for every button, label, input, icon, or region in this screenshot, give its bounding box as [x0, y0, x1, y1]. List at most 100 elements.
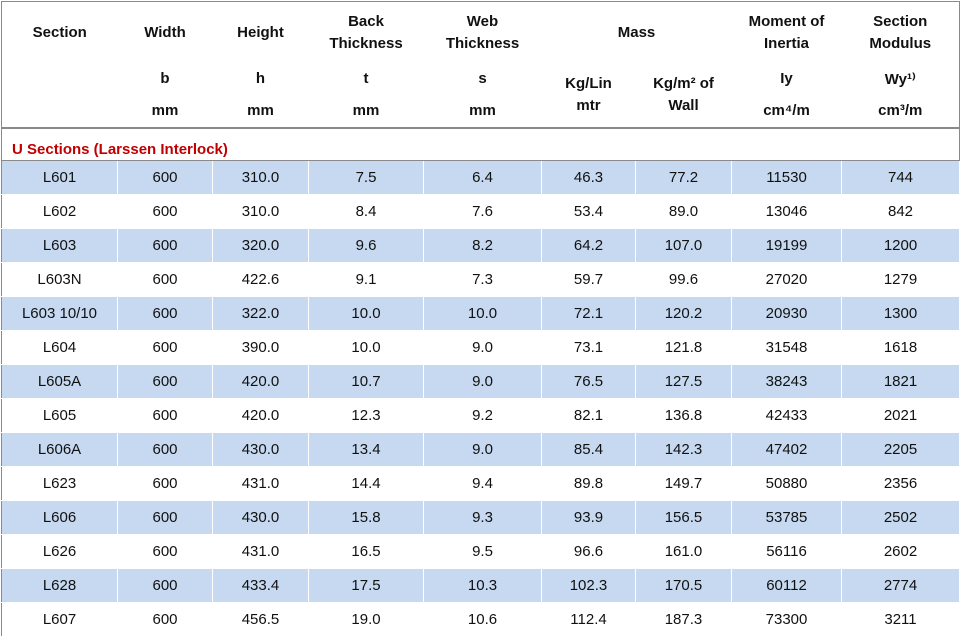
data-cell: 431.0: [212, 534, 309, 569]
data-cell: 600: [117, 432, 213, 467]
data-cell: 600: [117, 602, 213, 637]
data-cell: 73.1: [541, 330, 636, 365]
data-cell: 10.0: [308, 330, 424, 365]
data-cell: 19.0: [308, 602, 424, 637]
header-cell: Wy¹⁾: [884, 70, 916, 88]
data-cell: 390.0: [212, 330, 309, 365]
header-cell: Height: [237, 24, 284, 42]
data-row: L605 600 420.0 12.3 9.2 82.1 136.8 42433 2021: [1, 398, 960, 433]
data-cell: 600: [117, 500, 213, 535]
header-cell: Width: [144, 24, 186, 42]
data-row: L606A 600 430.0 13.4 9.0 85.4 142.3 47402 2205: [1, 432, 960, 467]
data-row: L606 600 430.0 15.8 9.3 93.9 156.5 53785 2502: [1, 500, 960, 535]
data-cell: 10.3: [423, 568, 542, 603]
data-cell: 456.5: [212, 602, 309, 637]
data-cell: 2602: [841, 534, 960, 569]
data-cell: 430.0: [212, 500, 309, 535]
data-cell: 8.2: [423, 228, 542, 263]
data-cell: 15.8: [308, 500, 424, 535]
data-cell: L623: [1, 466, 118, 501]
header-cell: s: [478, 70, 487, 87]
data-cell: 10.0: [423, 296, 542, 331]
data-cell: 600: [117, 160, 213, 195]
data-cell: L607: [1, 602, 118, 637]
data-row: L604 600 390.0 10.0 9.0 73.1 121.8 31548 1618: [1, 330, 960, 365]
data-cell: 310.0: [212, 160, 309, 195]
data-cell: 2356: [841, 466, 960, 501]
data-cell: 10.0: [308, 296, 424, 331]
data-cell: L602: [1, 194, 118, 229]
data-cell: 1821: [841, 364, 960, 399]
header-cell: [2, 64, 118, 94]
data-cell: 430.0: [212, 432, 309, 467]
data-row: L603N 600 422.6 9.1 7.3 59.7 99.6 27020 1279: [1, 262, 960, 297]
data-cell: 64.2: [541, 228, 636, 263]
data-cell: 842: [841, 194, 960, 229]
header-text: Back Thickness: [329, 12, 403, 52]
header-row: Section Width Height Back Thickness Web …: [2, 2, 960, 64]
data-cell: 96.6: [541, 534, 636, 569]
header-cell: h: [255, 70, 266, 87]
header-cell: Iy: [780, 70, 793, 87]
data-cell: 142.3: [635, 432, 732, 467]
header-cell: mm: [117, 93, 213, 129]
data-cell: 1300: [841, 296, 960, 331]
data-cell: 600: [117, 228, 213, 263]
data-cell: 1279: [841, 262, 960, 297]
data-cell: 3211: [841, 602, 960, 637]
data-cell: 600: [117, 398, 213, 433]
header-cell: Kg/Lin mtr: [541, 63, 636, 129]
section-row: U Sections (Larssen Interlock): [1, 127, 960, 161]
data-row: L603 10/10 600 322.0 10.0 10.0 72.1 120.2 20930…: [1, 296, 960, 331]
data-row: L603 600 320.0 9.6 8.2 64.2 107.0 19199 1200: [1, 228, 960, 263]
data-cell: 10.6: [423, 602, 542, 637]
data-cell: 420.0: [212, 364, 309, 399]
data-row: L605A 600 420.0 10.7 9.0 76.5 127.5 38243 1821: [1, 364, 960, 399]
data-cell: 112.4: [541, 602, 636, 637]
header-text: Web Thickness: [445, 12, 520, 52]
data-cell: 13046: [731, 194, 842, 229]
section-title: U Sections (Larssen Interlock): [1, 127, 960, 161]
data-cell: 85.4: [541, 432, 636, 467]
data-cell: 7.5: [308, 160, 424, 195]
data-row: L623 600 431.0 14.4 9.4 89.8 149.7 50880 2356: [1, 466, 960, 501]
data-cell: 60112: [731, 568, 842, 603]
data-cell: 9.5: [423, 534, 542, 569]
data-cell: 600: [117, 296, 213, 331]
data-cell: 107.0: [635, 228, 732, 263]
header-cell: mm: [212, 93, 309, 129]
data-cell: 56116: [731, 534, 842, 569]
data-row: L628 600 433.4 17.5 10.3 102.3 170.5 60112 2774: [1, 568, 960, 603]
data-cell: 120.2: [635, 296, 732, 331]
data-cell: 7.3: [423, 262, 542, 297]
data-cell: 127.5: [635, 364, 732, 399]
data-cell: 13.4: [308, 432, 424, 467]
data-cell: 93.9: [541, 500, 636, 535]
data-cell: 600: [117, 364, 213, 399]
data-cell: 149.7: [635, 466, 732, 501]
data-cell: 600: [117, 262, 213, 297]
data-cell: 9.4: [423, 466, 542, 501]
data-cell: 14.4: [308, 466, 424, 501]
header-row: b h t s Kg/Lin mtr Kg/m² of Wall Iy Wy¹⁾: [2, 63, 960, 129]
data-cell: 744: [841, 160, 960, 195]
header-cell: Section: [32, 24, 87, 42]
data-cell: 102.3: [541, 568, 636, 603]
data-row: L607 600 456.5 19.0 10.6 112.4 187.3 73300 3211: [1, 602, 960, 637]
data-cell: 9.2: [423, 398, 542, 433]
data-cell: 77.2: [635, 160, 732, 195]
data-cell: 600: [117, 194, 213, 229]
data-cell: 53785: [731, 500, 842, 535]
data-cell: 431.0: [212, 466, 309, 501]
header-cell: t: [363, 70, 369, 87]
data-cell: 46.3: [541, 160, 636, 195]
data-cell: 600: [117, 330, 213, 365]
data-cell: 1200: [841, 228, 960, 263]
data-cell: 42433: [731, 398, 842, 433]
data-cell: 2021: [841, 398, 960, 433]
data-cell: 47402: [731, 432, 842, 467]
data-cell: L603: [1, 228, 118, 263]
data-cell: 31548: [731, 330, 842, 365]
data-cell: 12.3: [308, 398, 424, 433]
data-cell: 9.6: [308, 228, 424, 263]
